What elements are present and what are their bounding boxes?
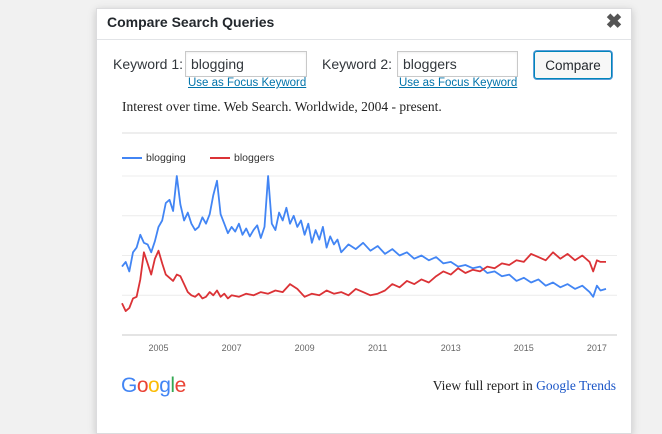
keyword1-input[interactable] xyxy=(185,51,307,77)
google-logo-letter: o xyxy=(148,374,160,397)
keyword2-input[interactable] xyxy=(397,51,518,77)
x-tick-label: 2017 xyxy=(587,343,607,353)
google-trends-link[interactable]: Google Trends xyxy=(536,378,616,393)
trends-chart: blogging bloggers 2005 2007 2009 2011 2013 201… xyxy=(121,132,617,353)
google-logo-letter: o xyxy=(136,374,149,397)
compare-button[interactable]: Compare xyxy=(534,51,612,79)
dialog-header: Compare Search Queries ✖ xyxy=(97,9,631,40)
dialog-title: Compare Search Queries xyxy=(107,14,275,30)
close-icon[interactable]: ✖ xyxy=(605,11,623,33)
report-prefix: View full report in xyxy=(432,378,533,393)
chart-legend: blogging bloggers xyxy=(122,152,274,164)
google-logo-letter: G xyxy=(121,374,137,397)
google-logo-letter: g xyxy=(159,374,171,397)
x-tick-label: 2009 xyxy=(295,343,315,353)
compare-dialog: Compare Search Queries ✖ Keyword 1: Use … xyxy=(96,8,632,434)
x-tick-label: 2015 xyxy=(514,343,534,353)
x-tick-label: 2005 xyxy=(149,343,169,353)
keyword1-label: Keyword 1: xyxy=(113,56,184,72)
chart-subtitle: Interest over time. Web Search. Worldwid… xyxy=(122,99,442,114)
keyword1-focus-link[interactable]: Use as Focus Keyword xyxy=(188,77,307,89)
keyword2-focus-link[interactable]: Use as Focus Keyword xyxy=(399,77,518,89)
google-logo: Google xyxy=(121,374,186,398)
x-tick-label: 2007 xyxy=(222,343,242,353)
series-line-bloggers xyxy=(121,249,606,312)
x-tick-label: 2013 xyxy=(441,343,461,353)
chart-grid xyxy=(122,175,617,336)
legend-label: bloggers xyxy=(234,152,274,164)
chart-x-axis: 2005 2007 2009 2011 2013 2015 2017 xyxy=(149,343,607,353)
google-logo-letter: l xyxy=(170,374,175,397)
x-tick-label: 2011 xyxy=(368,343,387,353)
chart-lines xyxy=(121,175,607,312)
keyword2-label: Keyword 2: xyxy=(322,56,393,72)
series-line-blogging xyxy=(121,175,607,298)
google-logo-letter: e xyxy=(174,374,187,397)
full-report: View full report in Google Trends xyxy=(433,378,616,394)
legend-label: blogging xyxy=(146,152,186,164)
